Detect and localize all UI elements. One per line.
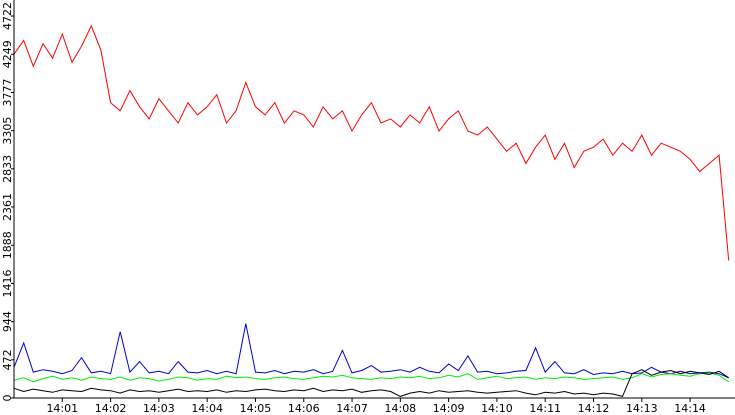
y-tick-label: 1416 <box>1 269 14 297</box>
y-tick-label: 2833 <box>1 155 14 183</box>
series-line <box>13 369 729 397</box>
x-tick-label: 14:02 <box>95 402 127 415</box>
y-tick-label: 4722 <box>1 2 14 30</box>
x-tick-label: 14:03 <box>143 402 175 415</box>
y-tick-label: 0 <box>1 395 14 402</box>
y-tick-label: 1888 <box>1 231 14 259</box>
series-line <box>13 24 730 261</box>
x-tick-label: 14:01 <box>46 402 78 415</box>
y-tick-label: 2361 <box>1 193 14 221</box>
series-line <box>13 323 729 379</box>
y-tick-label: 3777 <box>1 78 14 106</box>
x-tick-label: 14:07 <box>336 402 368 415</box>
x-tick-label: 14:12 <box>578 402 610 415</box>
x-tick-label: 14:11 <box>529 402 561 415</box>
x-tick-label: 14:06 <box>288 402 320 415</box>
x-tick-label: 14:09 <box>433 402 465 415</box>
x-tick-label: 14:05 <box>240 402 272 415</box>
series-line <box>13 372 729 383</box>
x-tick-label: 14:10 <box>481 402 513 415</box>
x-tick-label: 14:14 <box>674 402 706 415</box>
y-tick-label: 4249 <box>1 40 14 68</box>
y-tick-label: 944 <box>1 311 14 332</box>
x-tick-label: 14:08 <box>384 402 416 415</box>
y-tick-label: 472 <box>1 349 14 370</box>
x-tick-label: 14:13 <box>626 402 658 415</box>
y-tick-label: 3305 <box>1 117 14 145</box>
x-tick-label: 14:04 <box>191 402 223 415</box>
